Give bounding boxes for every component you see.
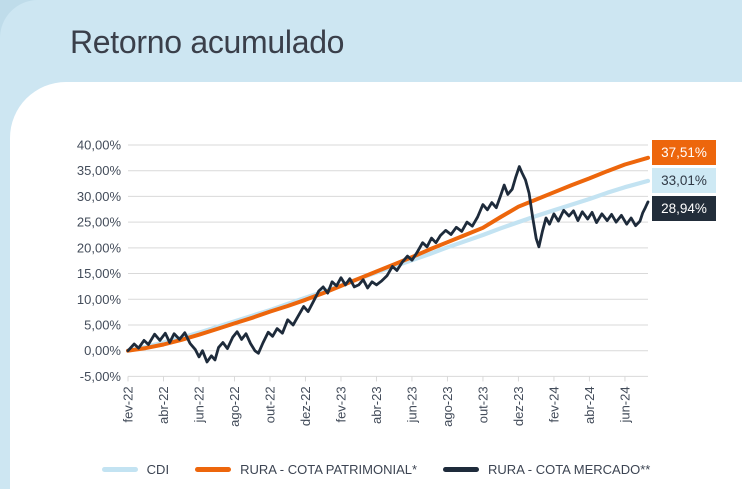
x-tick-label: jun-23 [404,386,419,423]
legend-swatch-icon [195,467,232,472]
y-tick-label: 40,00% [77,138,122,153]
x-tick-label: fev-24 [546,386,561,422]
x-tick-label: jun-24 [617,386,632,423]
y-tick-label: 10,00% [77,292,122,307]
y-tick-label: 5,00% [84,317,121,332]
x-tick-label: jun-22 [191,386,206,423]
x-tick-label: dez-23 [511,386,526,426]
legend-item: RURA - COTA MERCADO** [443,462,650,477]
page-title: Retorno acumulado [70,24,345,60]
x-tick-label: abr-24 [582,386,597,424]
legend-label: RURA - COTA MERCADO** [488,462,651,477]
legend-swatch-icon [101,467,138,472]
legend-item: CDI [101,462,170,477]
x-tick-label: dez-22 [298,386,313,426]
series-line-rura-cota-patrimonial [126,155,650,353]
legend-item: RURA - COTA PATRIMONIAL* [195,462,417,477]
x-tick-label: abr-23 [369,386,384,424]
y-tick-label: 25,00% [77,215,122,230]
y-tick-label: 15,00% [77,266,122,281]
x-tick-label: abr-22 [156,386,171,424]
x-tick-label: out-22 [262,386,277,423]
y-tick-label: -5,00% [80,369,122,384]
y-tick-label: 30,00% [77,189,122,204]
y-tick-label: 0,00% [84,343,121,358]
legend-label: RURA - COTA PATRIMONIAL* [240,462,418,477]
x-tick-label: ago-23 [440,386,455,426]
chart-legend: CDI RURA - COTA PATRIMONIAL* RURA - COTA M… [10,462,742,477]
y-tick-label: 20,00% [77,240,122,255]
x-tick-label: fev-23 [333,386,348,422]
x-tick-label: out-23 [475,386,490,423]
legend-swatch-icon [443,467,480,472]
legend-label: CDI [146,462,170,477]
x-tick-label: fev-22 [121,386,136,422]
y-tick-label: 35,00% [77,163,122,178]
x-tick-label: ago-22 [227,386,242,426]
series-line-rura-cota-mercado [126,165,650,364]
